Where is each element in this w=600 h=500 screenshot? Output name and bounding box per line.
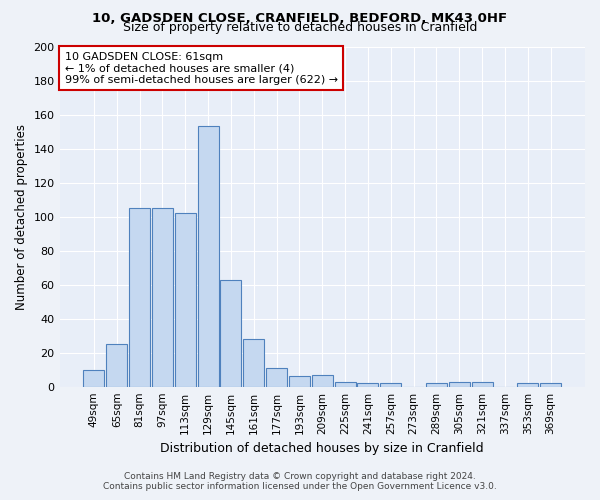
Text: 10 GADSDEN CLOSE: 61sqm
← 1% of detached houses are smaller (4)
99% of semi-deta: 10 GADSDEN CLOSE: 61sqm ← 1% of detached… [65,52,338,85]
Bar [266,368,287,386]
Bar [289,376,310,386]
Bar [358,384,379,386]
Bar [106,344,127,387]
Bar [472,382,493,386]
Bar [449,382,470,386]
Bar [129,208,150,386]
Bar [197,126,218,386]
Bar [335,382,356,386]
Bar [517,384,538,386]
Y-axis label: Number of detached properties: Number of detached properties [15,124,28,310]
Text: Contains HM Land Registry data © Crown copyright and database right 2024.
Contai: Contains HM Land Registry data © Crown c… [103,472,497,491]
Text: 10, GADSDEN CLOSE, CRANFIELD, BEDFORD, MK43 0HF: 10, GADSDEN CLOSE, CRANFIELD, BEDFORD, M… [92,12,508,24]
Bar [152,208,173,386]
Bar [83,370,104,386]
Bar [540,384,561,386]
X-axis label: Distribution of detached houses by size in Cranfield: Distribution of detached houses by size … [160,442,484,455]
Bar [220,280,241,386]
Bar [380,384,401,386]
Bar [312,375,333,386]
Bar [243,339,264,386]
Bar [175,213,196,386]
Bar [426,384,447,386]
Text: Size of property relative to detached houses in Cranfield: Size of property relative to detached ho… [123,22,477,35]
